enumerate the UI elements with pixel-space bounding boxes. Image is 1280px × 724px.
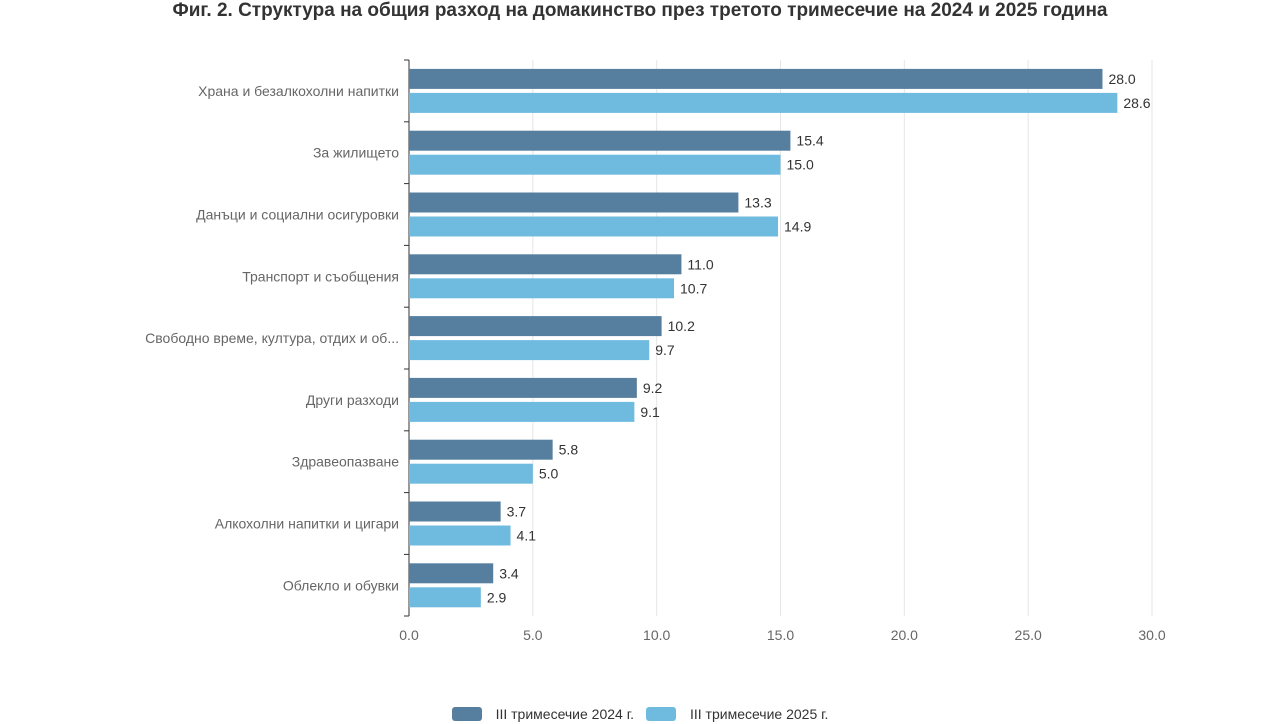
x-tick-label: 25.0 — [1015, 627, 1042, 643]
data-label: 10.7 — [680, 280, 707, 296]
bar — [409, 525, 511, 546]
x-tick-label: 30.0 — [1138, 627, 1165, 643]
data-label: 4.1 — [517, 528, 537, 544]
bar — [409, 501, 501, 522]
bar — [409, 154, 781, 175]
bar — [409, 377, 637, 398]
data-label: 5.0 — [539, 466, 559, 482]
bar — [409, 92, 1118, 113]
bar — [409, 192, 739, 213]
bar — [409, 340, 650, 361]
x-tick-label: 0.0 — [399, 627, 419, 643]
category-label: Храна и безалкохолни напитки — [198, 83, 399, 99]
bar — [409, 68, 1103, 89]
data-label: 28.0 — [1108, 71, 1135, 87]
bar — [409, 254, 682, 275]
bar — [409, 278, 675, 299]
category-label: Транспорт и съобщения — [242, 268, 399, 284]
x-tick-label: 15.0 — [767, 627, 794, 643]
category-label: Алкохолни напитки и цигари — [215, 516, 399, 532]
bar — [409, 463, 533, 484]
legend-item-2024[interactable]: III тримесечие 2024 г. — [451, 706, 634, 722]
legend-swatch-2024 — [451, 707, 482, 721]
category-label: Облекло и обувки — [283, 577, 399, 593]
legend-item-2025[interactable]: III тримесечие 2025 г. — [646, 706, 828, 722]
data-label: 14.9 — [784, 219, 811, 235]
legend-label-2024: III тримесечие 2024 г. — [495, 706, 634, 722]
bar — [409, 563, 494, 584]
bar — [409, 316, 662, 337]
x-tick-label: 5.0 — [523, 627, 543, 643]
category-label: Свободно време, култура, отдих и об... — [145, 330, 399, 346]
data-label: 9.1 — [640, 404, 660, 420]
data-label: 9.7 — [655, 342, 675, 358]
legend-swatch-2025 — [646, 707, 676, 721]
data-label: 2.9 — [487, 589, 507, 605]
category-label: За жилището — [313, 145, 399, 161]
category-label: Други разходи — [306, 392, 399, 408]
data-label: 10.2 — [668, 318, 695, 334]
data-label: 11.0 — [687, 256, 713, 272]
chart-title: Фиг. 2. Структура на общия разход на дом… — [172, 0, 1108, 21]
category-label: Данъци и социални осигуровки — [196, 207, 399, 223]
data-label: 15.0 — [787, 157, 814, 173]
legend-label-2025: III тримесечие 2025 г. — [690, 706, 829, 722]
bar — [409, 216, 779, 237]
bar — [409, 130, 791, 151]
data-label: 13.3 — [744, 195, 771, 211]
data-label: 28.6 — [1123, 95, 1150, 111]
bar — [409, 439, 553, 460]
legend: III тримесечие 2024 г. III тримесечие 20… — [0, 704, 1280, 724]
x-tick-label: 20.0 — [891, 627, 918, 643]
data-label: 3.4 — [499, 565, 519, 581]
data-label: 5.8 — [559, 442, 579, 458]
bar — [409, 401, 635, 422]
bar — [409, 587, 481, 608]
data-label: 9.2 — [643, 380, 663, 396]
bar-chart: 0.0 5.0 10.0 15.0 20.0 25.0 30.0 Храна и безалк… — [145, 59, 1166, 643]
data-label: 15.4 — [796, 133, 823, 149]
category-label: Здравеопазване — [292, 454, 399, 470]
x-tick-label: 10.0 — [643, 627, 670, 643]
data-label: 3.7 — [507, 504, 527, 520]
